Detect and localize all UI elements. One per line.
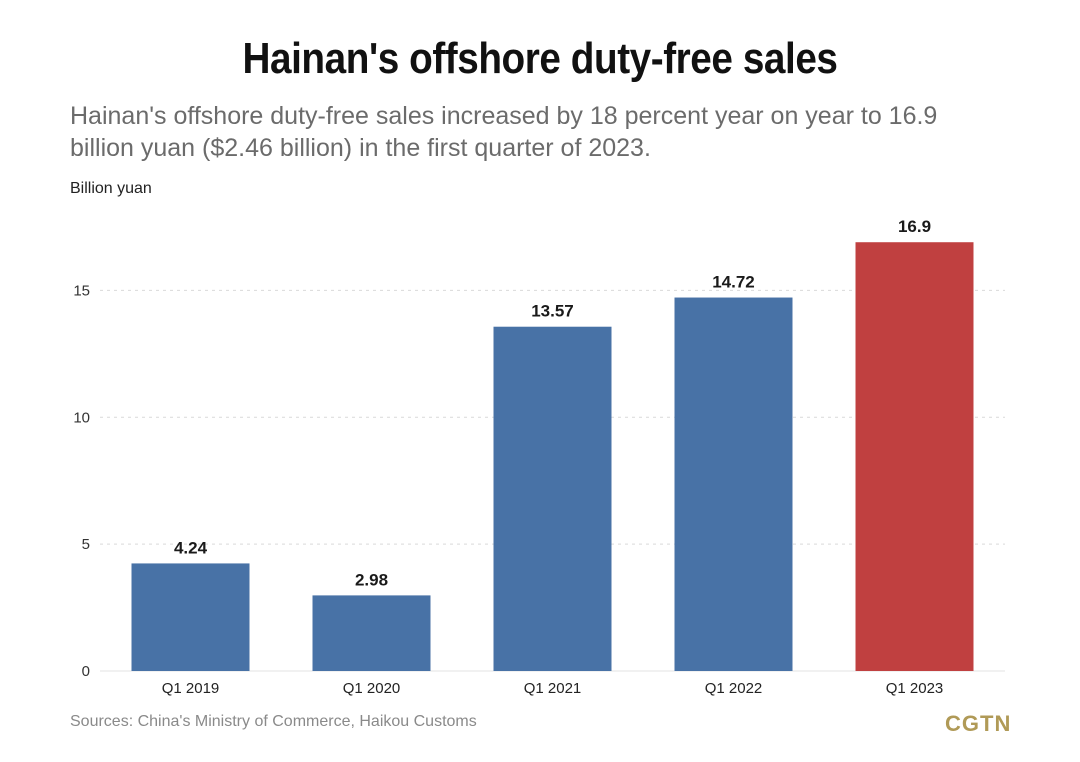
chart-title: Hainan's offshore duty-free sales [242, 34, 838, 83]
y-tick-label: 15 [73, 282, 90, 299]
bar [131, 563, 250, 671]
y-tick-label: 0 [82, 663, 90, 680]
data-label: 4.24 [174, 538, 208, 557]
chart-subtitle: Hainan's offshore duty-free sales increa… [70, 102, 938, 162]
y-axis-unit-label: Billion yuan [70, 180, 152, 197]
x-tick-label: Q1 2021 [524, 680, 582, 697]
data-label: 2.98 [355, 570, 388, 589]
data-label: 16.9 [898, 217, 931, 236]
brand-logo: CGTN [945, 711, 1012, 736]
x-tick-label: Q1 2023 [886, 680, 944, 697]
bar [312, 595, 431, 671]
bar [493, 326, 612, 671]
x-tick-label: Q1 2022 [705, 680, 763, 697]
bar [855, 242, 974, 672]
bar [674, 297, 793, 671]
data-label: 13.57 [531, 302, 574, 321]
y-tick-label: 10 [73, 409, 90, 426]
x-tick-label: Q1 2019 [162, 680, 220, 697]
x-tick-label: Q1 2020 [343, 680, 401, 697]
y-tick-label: 5 [82, 536, 90, 553]
source-note: Sources: China's Ministry of Commerce, H… [70, 713, 477, 730]
data-label: 14.72 [712, 273, 755, 292]
